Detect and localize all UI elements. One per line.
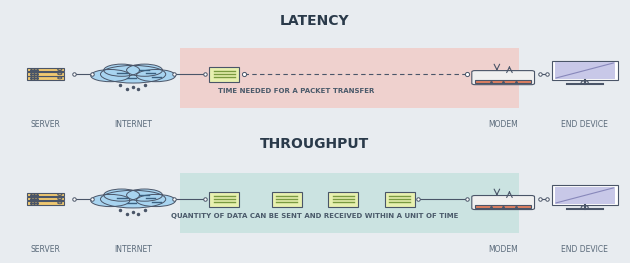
Ellipse shape [101,190,166,208]
FancyBboxPatch shape [209,67,239,82]
FancyBboxPatch shape [209,192,239,207]
Text: THROUGHPUT: THROUGHPUT [260,137,370,151]
Ellipse shape [136,69,176,82]
Ellipse shape [101,65,166,83]
Text: TIME NEEDED FOR A PACKET TRANSFER: TIME NEEDED FOR A PACKET TRANSFER [218,88,374,94]
FancyBboxPatch shape [27,76,64,80]
FancyBboxPatch shape [554,62,615,79]
Text: SERVER: SERVER [30,120,60,129]
FancyBboxPatch shape [554,187,615,204]
FancyBboxPatch shape [552,185,618,205]
Ellipse shape [91,194,130,207]
FancyBboxPatch shape [180,48,519,108]
Ellipse shape [104,64,140,76]
Text: LATENCY: LATENCY [280,14,350,28]
FancyBboxPatch shape [27,193,64,196]
FancyBboxPatch shape [552,60,618,80]
FancyBboxPatch shape [328,192,358,207]
FancyBboxPatch shape [272,192,302,207]
Text: SERVER: SERVER [30,245,60,254]
FancyBboxPatch shape [180,173,519,233]
Text: END DEVICE: END DEVICE [561,245,608,254]
Ellipse shape [91,69,130,82]
Text: MODEM: MODEM [488,245,518,254]
Ellipse shape [127,189,163,201]
FancyBboxPatch shape [27,68,64,72]
FancyBboxPatch shape [27,197,64,200]
Ellipse shape [127,64,163,76]
FancyBboxPatch shape [27,72,64,75]
FancyBboxPatch shape [472,195,534,210]
Ellipse shape [104,189,140,201]
FancyBboxPatch shape [472,70,534,85]
Text: MODEM: MODEM [488,120,518,129]
FancyBboxPatch shape [475,205,531,208]
Text: INTERNET: INTERNET [114,120,152,129]
Text: INTERNET: INTERNET [114,245,152,254]
FancyBboxPatch shape [385,192,415,207]
Text: END DEVICE: END DEVICE [561,120,608,129]
FancyBboxPatch shape [475,80,531,83]
Ellipse shape [136,194,176,207]
Text: QUANTITY OF DATA CAN BE SENT AND RECEIVED WITHIN A UNIT OF TIME: QUANTITY OF DATA CAN BE SENT AND RECEIVE… [171,213,459,219]
FancyBboxPatch shape [27,201,64,205]
